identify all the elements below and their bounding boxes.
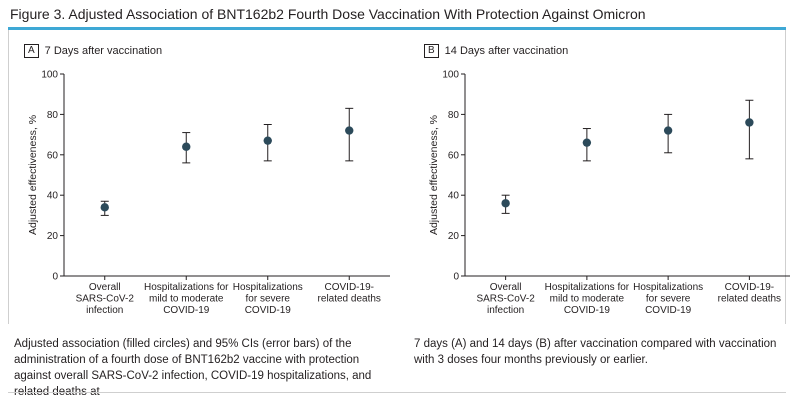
panel-a-y-axis-label: Adjusted effectiveness, % bbox=[27, 115, 39, 235]
panel-b-y-tick-label: 80 bbox=[448, 110, 460, 121]
panel-b-data-point bbox=[663, 126, 673, 135]
panel-a-data-point bbox=[345, 126, 354, 135]
panel-a-x-tick-label: SARS-CoV-2 bbox=[76, 294, 135, 305]
panel-a-x-tick-label: infection bbox=[86, 305, 123, 316]
panel-a-x-tick-label: COVID-19 bbox=[163, 305, 210, 316]
panel-a-x-tick-label: Hospitalizations bbox=[233, 282, 303, 293]
panel-a-letter: A bbox=[24, 44, 39, 58]
panel-a-y-tick-label: 100 bbox=[41, 70, 58, 81]
panel-b-x-tick-label: Overall bbox=[490, 282, 522, 293]
panel-b-x-tick-label: SARS-CoV-2 bbox=[476, 294, 535, 305]
panel-a-y-tick-label: 80 bbox=[47, 110, 59, 121]
panel-a-y-tick-label: 20 bbox=[47, 231, 59, 242]
panel-b-x-tick-label: for severe bbox=[646, 294, 691, 305]
panel-b-y-tick-label: 0 bbox=[453, 272, 459, 283]
panel-a-header: A 7 Days after vaccination bbox=[24, 44, 162, 58]
bottom-rule bbox=[8, 392, 786, 393]
panel-a-title: 7 Days after vaccination bbox=[44, 45, 163, 57]
panel-b-data-point bbox=[582, 138, 592, 147]
caption-left: Adjusted association (filled circles) an… bbox=[14, 338, 372, 398]
caption-right: 7 days (A) and 14 days (B) after vaccina… bbox=[414, 338, 777, 366]
panel-a-x-tick-label: mild to moderate bbox=[149, 294, 224, 305]
panel-b-x-tick-label: mild to moderate bbox=[550, 294, 625, 305]
panel-b-y-tick-label: 40 bbox=[448, 191, 460, 202]
panel-b-x-tick-label: Hospitalizations for bbox=[545, 282, 630, 293]
panel-a-data-point bbox=[100, 203, 109, 212]
panel-b-letter: B bbox=[424, 44, 439, 58]
panel-a-y-tick-label: 60 bbox=[47, 150, 59, 161]
panel-b-x-tick-label: COVID-19 bbox=[564, 305, 611, 316]
panel-b-y-axis-label: Adjusted effectiveness, % bbox=[428, 115, 440, 235]
panel-b-x-tick-label: infection bbox=[487, 305, 524, 316]
panel-b-y-tick-label: 60 bbox=[448, 150, 460, 161]
title-rule bbox=[8, 27, 786, 30]
figure-frame bbox=[8, 30, 786, 324]
panel-b-title: 14 Days after vaccination bbox=[444, 45, 569, 57]
panel-b-x-tick-label: COVID-19- bbox=[725, 282, 774, 293]
figure-title: Figure 3. Adjusted Association of BNT162… bbox=[10, 6, 646, 22]
panel-b-header: B 14 Days after vaccination bbox=[424, 44, 568, 58]
panel-a-y-tick-label: 0 bbox=[52, 272, 58, 283]
panel-b-x-tick-label: related deaths bbox=[718, 294, 781, 305]
panel-a-x-tick-label: Hospitalizations for bbox=[144, 282, 229, 293]
panel-a-x-tick-label: COVID-19 bbox=[245, 305, 292, 316]
panel-b-data-point bbox=[501, 199, 510, 208]
panel-a-x-tick-label: Overall bbox=[89, 282, 121, 293]
panel-a-x-tick-label: for severe bbox=[246, 294, 291, 305]
panel-b-y-tick-label: 100 bbox=[442, 70, 459, 81]
panel-a-data-point bbox=[263, 136, 272, 145]
panel-a-data-point bbox=[182, 142, 191, 151]
panel-a-x-tick-label: COVID-19- bbox=[325, 282, 374, 293]
panel-b-y-tick-label: 20 bbox=[448, 231, 460, 242]
panel-b-x-tick-label: COVID-19 bbox=[645, 305, 692, 316]
panel-b-x-tick-label: Hospitalizations bbox=[633, 282, 703, 293]
panel-a-x-tick-label: related deaths bbox=[318, 294, 381, 305]
panel-b-data-point bbox=[745, 118, 754, 127]
panel-a-y-tick-label: 40 bbox=[47, 191, 59, 202]
